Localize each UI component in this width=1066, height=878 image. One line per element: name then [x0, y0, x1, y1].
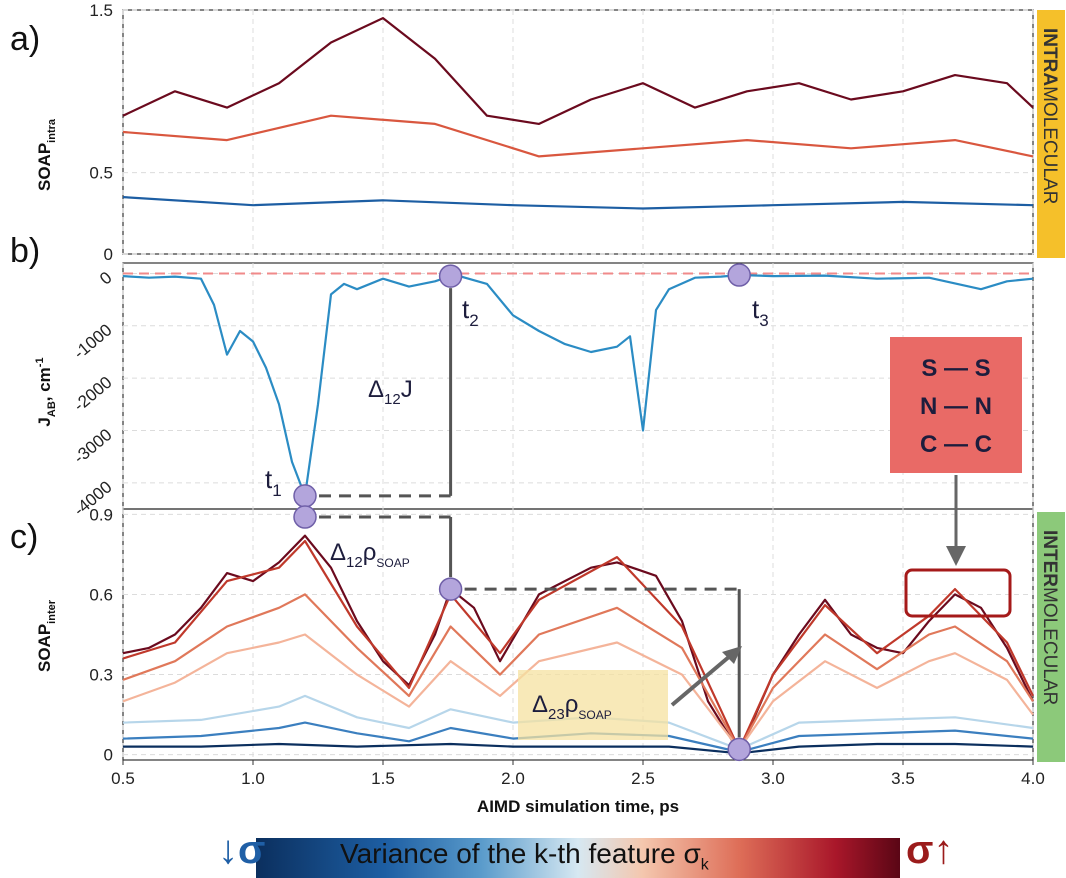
- bond-legend-box: [890, 337, 1022, 473]
- xtick-label: 4.0: [1021, 769, 1045, 788]
- t1-label: t1: [265, 464, 282, 500]
- colorbar-label: Variance of the k-th feature σk: [340, 838, 709, 874]
- point-marker-t3: [727, 263, 751, 287]
- delta23-arrow-head: [722, 646, 742, 664]
- pointer-arrow-head: [946, 546, 966, 566]
- point-marker-t2: [438, 577, 463, 601]
- t2-label: t2: [462, 294, 479, 330]
- series-lines: [122, 17, 1034, 755]
- point-marker-t1: [293, 505, 317, 529]
- ytick-label: 0.5: [89, 164, 113, 183]
- panel-c-xlabel: AIMD simulation time, ps: [477, 797, 679, 816]
- panel-letter-a: a): [10, 20, 40, 58]
- ytick-label: 0: [104, 746, 113, 765]
- xtick-label: 3.5: [891, 769, 915, 788]
- intramolecular-side-band: [1037, 10, 1065, 258]
- arrow-up-icon: ↑: [933, 828, 954, 872]
- delta12-rho-label: Δ12ρSOAP: [330, 539, 410, 571]
- bond-label-cc: C — C: [920, 431, 992, 458]
- arrow-down-icon: ↓: [218, 828, 238, 872]
- ytick-label: 1.5: [89, 1, 113, 20]
- series-line: [122, 721, 1034, 754]
- series-line: [123, 742, 1034, 755]
- series-line: [122, 196, 1034, 210]
- panel-letter-c: c): [10, 518, 38, 556]
- delta23-arrow-shaft: [670, 654, 732, 707]
- series-line: [122, 694, 1034, 751]
- panel-c-frame: [122, 508, 1034, 761]
- ytick-label: 0: [96, 268, 115, 289]
- bond-label-nn: N — N: [920, 393, 992, 420]
- bond-label-ss: S — S: [921, 355, 990, 382]
- ytick-label: 0.9: [89, 505, 113, 524]
- xtick-label: 1.5: [371, 769, 395, 788]
- delta12-j-label: Δ12J: [368, 376, 413, 408]
- ytick-label: -3000: [70, 425, 116, 468]
- ytick-label: 0.3: [89, 666, 113, 685]
- series-line: [122, 593, 1034, 751]
- intermolecular-side-label: INTERMOLECULAR: [1039, 530, 1060, 705]
- annotation-overlays: [293, 263, 1012, 762]
- ytick-label: 0: [104, 245, 113, 264]
- intramolecular-side-label: INTRAMOLECULAR: [1039, 28, 1060, 204]
- xtick-label: 1.0: [241, 769, 265, 788]
- delta23-highlight: [518, 670, 668, 740]
- series-line: [122, 633, 1034, 751]
- delta23-rho-label: Δ23ρSOAP: [532, 691, 612, 723]
- variance-colorbar: [256, 838, 900, 878]
- sigma-high-indicator: σ↑: [906, 828, 954, 872]
- panel-c-ylabel: SOAPinter: [35, 599, 58, 672]
- point-marker-t1: [293, 484, 317, 508]
- panel-b-ylabel: JAB, cm-1: [34, 357, 58, 426]
- point-marker-t3: [727, 737, 751, 762]
- panel-letter-b: b): [10, 232, 40, 270]
- highlight-box: [904, 568, 1012, 618]
- xtick-label: 2.5: [631, 769, 655, 788]
- xtick-label: 3.0: [761, 769, 785, 788]
- intermolecular-side-band: [1037, 512, 1065, 762]
- point-marker-t2: [438, 264, 463, 288]
- panel-a-ylabel: SOAPintra: [35, 118, 58, 191]
- xtick-label: 2.0: [501, 769, 525, 788]
- series-line: [122, 114, 1034, 158]
- grid-lines: [122, 9, 1034, 760]
- xtick-label: 0.5: [111, 769, 135, 788]
- ytick-label: 0.6: [89, 585, 113, 604]
- series-line: [122, 17, 1034, 125]
- t3-label: t3: [752, 294, 769, 330]
- ytick-label: -2000: [70, 373, 116, 416]
- ytick-label: -1000: [70, 320, 116, 363]
- sigma-low-indicator: ↓σ: [218, 828, 266, 872]
- series-line: [122, 539, 1034, 751]
